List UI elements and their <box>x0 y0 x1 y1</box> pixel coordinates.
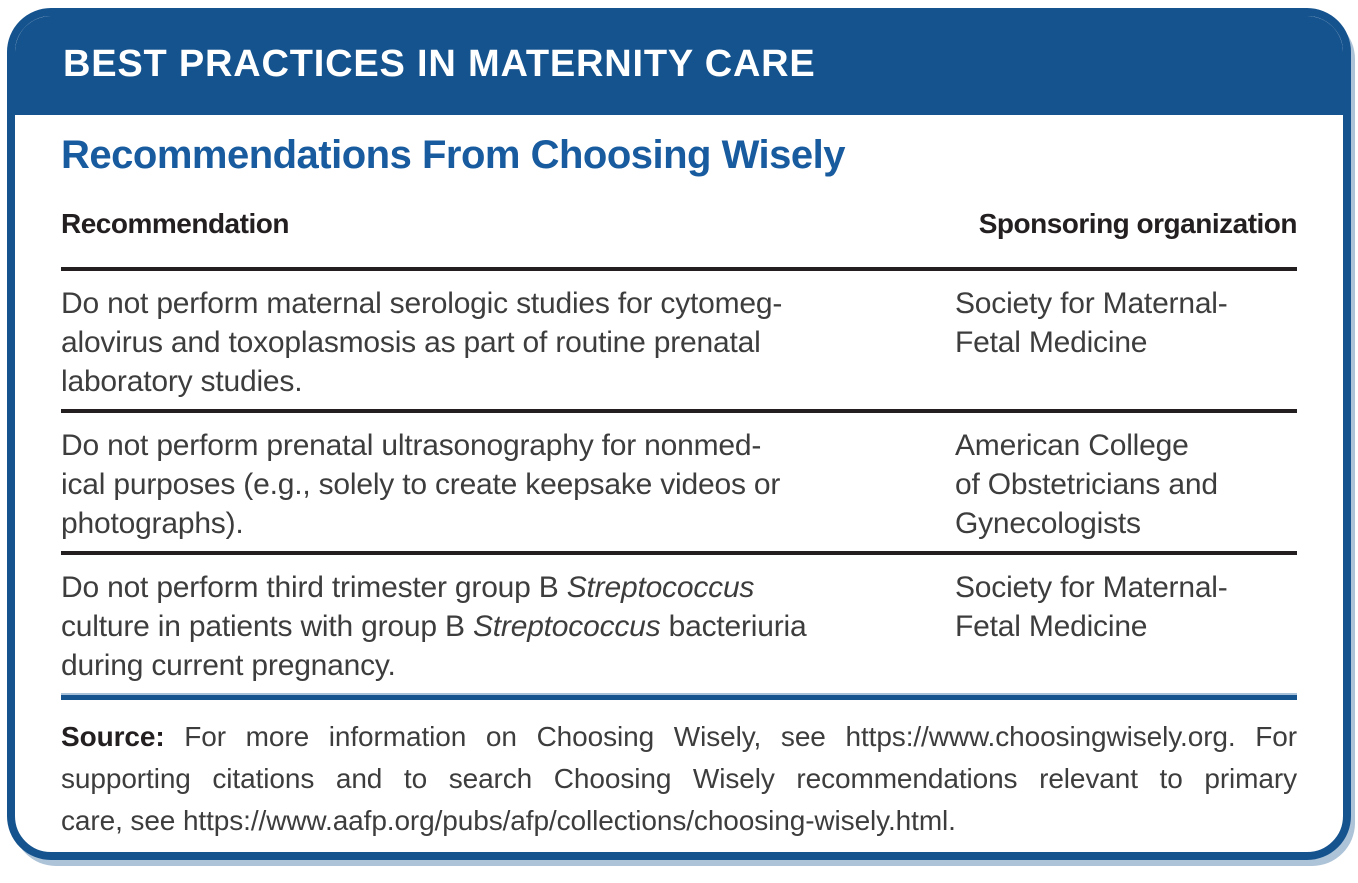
column-header-recommendation: Recommendation <box>61 208 289 239</box>
organization-cell: Society for Maternal- Fetal Medicine <box>955 571 1228 643</box>
table-bottom-rule <box>61 693 1297 700</box>
source-text-line2: supporting citations and to search Choos… <box>61 763 1297 794</box>
italic-term: Streptococcus <box>566 571 755 604</box>
banner-title: BEST PRACTICES IN MATERNITY CARE <box>63 43 816 85</box>
banner: BEST PRACTICES IN MATERNITY CARE <box>15 16 1343 115</box>
source-note: Source: For more information on Choosing… <box>61 716 1297 842</box>
best-practices-card: BEST PRACTICES IN MATERNITY CARE Recomme… <box>7 8 1351 860</box>
source-text-line1: For more information on Choosing Wisely,… <box>164 721 1297 752</box>
recommendation-cell: Do not perform prenatal ultrasonography … <box>61 429 781 540</box>
table-row: Do not perform prenatal ultrasonography … <box>61 413 1297 555</box>
source-text-line3: care, see https://www.aafp.org/pubs/afp/… <box>61 805 956 836</box>
organization-cell: American College of Obstetricians and Gy… <box>955 429 1218 540</box>
italic-term: Streptococcus <box>472 610 661 643</box>
card-body: Recommendations From Choosing Wisely Rec… <box>15 131 1343 842</box>
organization-cell: Society for Maternal- Fetal Medicine <box>955 287 1228 359</box>
table-header-row: Recommendation Sponsoring organization <box>61 207 1298 271</box>
column-header-organization: Sponsoring organization <box>978 208 1298 239</box>
recommendation-cell: Do not perform third trimester group B S… <box>61 571 807 682</box>
recommendation-cell: Do not perform maternal serologic studie… <box>61 287 783 398</box>
panel-title: Recommendations From Choosing Wisely <box>61 133 845 177</box>
table-row: Do not perform third trimester group B S… <box>61 555 1297 693</box>
source-label: Source: <box>61 721 165 752</box>
table-row: Do not perform maternal serologic studie… <box>61 271 1297 413</box>
